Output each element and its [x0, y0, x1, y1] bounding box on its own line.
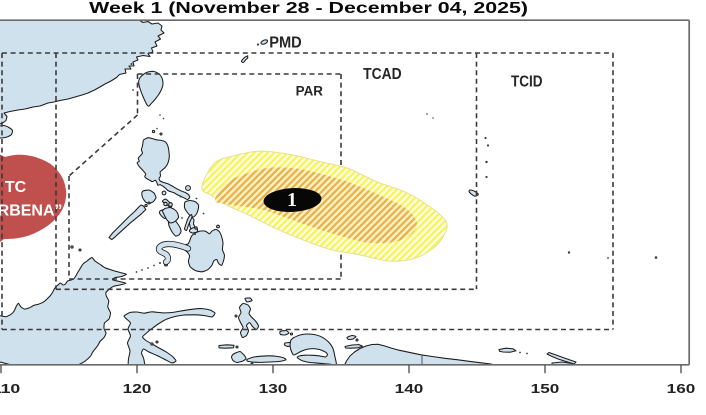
svg-text:PAR: PAR	[296, 84, 324, 99]
svg-text:1: 1	[287, 189, 297, 211]
svg-text:TC: TC	[5, 179, 27, 196]
svg-text:160: 160	[667, 381, 696, 396]
svg-text:130: 130	[259, 381, 288, 396]
svg-text:PMD: PMD	[269, 35, 302, 52]
svg-text:TCID: TCID	[511, 73, 543, 90]
svg-text:Week 1 (November 28 - December: Week 1 (November 28 - December 04, 2025)	[89, 0, 528, 17]
svg-text:TCAD: TCAD	[363, 66, 402, 83]
svg-text:“VERBENA”: “VERBENA”	[0, 202, 63, 219]
svg-text:140: 140	[395, 381, 424, 396]
svg-text:120: 120	[123, 381, 152, 396]
svg-text:110: 110	[0, 381, 20, 396]
svg-text:150: 150	[531, 381, 560, 396]
